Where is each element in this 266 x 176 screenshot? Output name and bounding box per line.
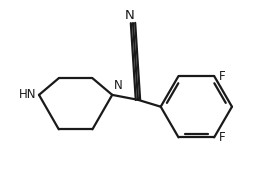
Text: F: F — [219, 131, 226, 144]
Text: N: N — [114, 79, 123, 92]
Text: HN: HN — [19, 88, 36, 101]
Text: F: F — [219, 70, 226, 83]
Text: N: N — [125, 9, 135, 22]
